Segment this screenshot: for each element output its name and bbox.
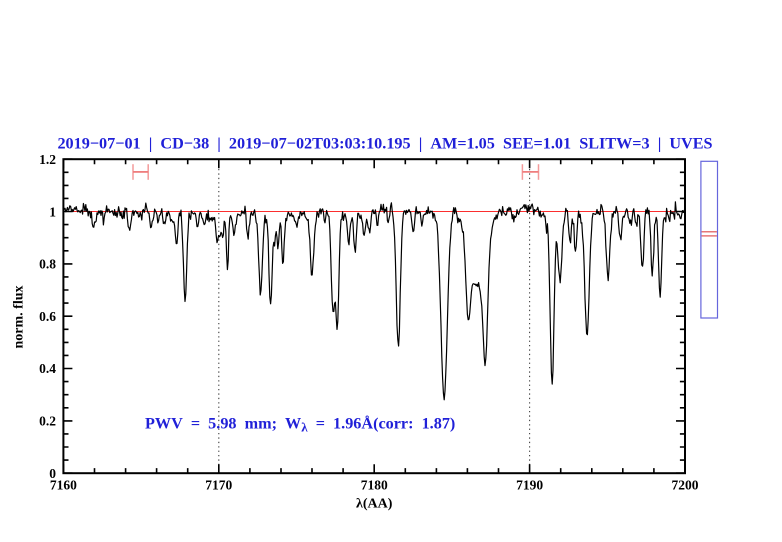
svg-text:λ(AA): λ(AA) <box>356 497 393 512</box>
svg-text:0.2: 0.2 <box>39 414 56 429</box>
svg-text:1: 1 <box>49 204 56 219</box>
svg-text:0.4: 0.4 <box>39 361 56 376</box>
svg-text:7190: 7190 <box>516 478 543 493</box>
svg-text:2019−07−01 | CD−38 | 2019−: 2019−07−01 | CD−38 | 2019−07−02T03:03:10… <box>57 135 712 153</box>
svg-text:7180: 7180 <box>361 478 388 493</box>
svg-text:0.8: 0.8 <box>39 257 56 272</box>
svg-text:0: 0 <box>49 466 56 481</box>
svg-text:1.2: 1.2 <box>39 152 56 167</box>
svg-text:norm. flux: norm. flux <box>12 286 27 349</box>
svg-text:7160: 7160 <box>50 478 77 493</box>
svg-text:PWV = 5.98 mm; Wλ = 1.96: PWV = 5.98 mm; Wλ = 1.96Å(corr: 1.87) <box>145 415 455 435</box>
svg-text:7200: 7200 <box>672 478 699 493</box>
svg-text:7170: 7170 <box>205 478 232 493</box>
svg-text:0.6: 0.6 <box>39 309 56 324</box>
